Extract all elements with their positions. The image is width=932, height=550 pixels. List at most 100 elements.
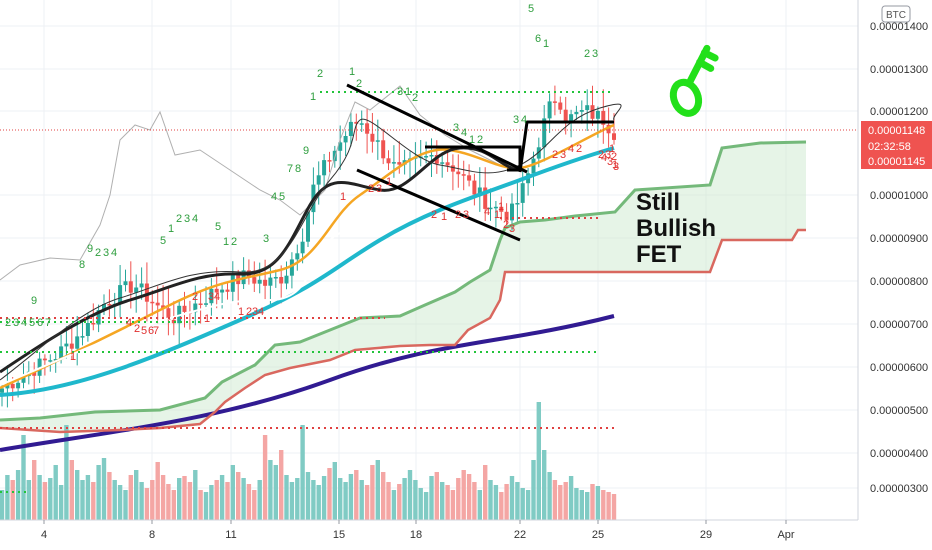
volume-bar: [327, 468, 332, 520]
y-tick-label: 0.00001200: [870, 106, 928, 118]
candle-body: [542, 118, 547, 148]
volume-bar: [488, 480, 493, 520]
volume-bar: [542, 450, 547, 520]
volume-bar: [246, 484, 252, 520]
seq-number-red: 4: [258, 306, 264, 318]
seq-number-green: 4: [111, 247, 117, 259]
cloud-upper-line: [0, 140, 807, 422]
x-tick-label: 25: [592, 529, 604, 541]
seq-number-green: 3: [397, 86, 403, 98]
volume-bar: [37, 475, 42, 520]
seq-number-red: 3: [605, 149, 611, 161]
volume-bar: [64, 425, 69, 520]
seq-number-green: 2: [317, 68, 323, 80]
seq-number-red: 3: [560, 149, 566, 161]
ema-white-line: [0, 224, 401, 386]
volume-bar: [364, 485, 370, 520]
volume-bar: [48, 478, 53, 520]
x-axis: 4 8 11 15 18 22 25 29 Apr: [0, 519, 858, 541]
volume-bar: [585, 492, 590, 520]
candle-body: [193, 303, 198, 313]
volume-bar: [75, 470, 80, 520]
seq-number-red: 2: [368, 183, 374, 195]
volume-bar: [42, 482, 48, 520]
candle-body: [424, 156, 429, 158]
x-tick-label: 15: [333, 529, 345, 541]
seq-number-red: 1: [70, 351, 76, 363]
volume-bar: [10, 480, 15, 520]
candle-body: [488, 207, 493, 210]
y-tick-label: 0.00000900: [870, 233, 928, 245]
current-price-label: 0.00001148: [868, 125, 925, 137]
volume-bar: [193, 470, 198, 520]
candle-body: [139, 283, 144, 288]
seq-number-red: 4: [214, 291, 220, 303]
seq-number-green: 3: [263, 233, 269, 245]
volume-bars: [0, 402, 617, 520]
volume-bar: [58, 485, 64, 520]
y-tick-label: 0.00000700: [870, 319, 928, 331]
candle-body: [268, 277, 273, 286]
volume-bar: [311, 480, 316, 520]
volume-bar: [112, 480, 117, 520]
candle-body: [155, 302, 160, 306]
volume-bar: [434, 472, 439, 520]
seq-number-red: 3: [613, 161, 619, 173]
volume-bar: [407, 470, 413, 520]
volume-bar: [429, 476, 434, 520]
volume-bar: [268, 460, 273, 520]
y-tick-label: 0.00000500: [870, 405, 928, 417]
volume-bar: [359, 480, 364, 520]
volume-bar: [381, 472, 386, 520]
seq-number-green: 4: [271, 191, 277, 203]
seq-number-green: 4: [192, 213, 198, 225]
volume-bar: [595, 486, 601, 520]
seq-number-red: 3: [509, 223, 515, 235]
volume-bar: [225, 482, 230, 520]
candle-body: [289, 259, 294, 276]
volume-bar: [155, 462, 160, 520]
volume-bar: [219, 475, 225, 520]
volume-bar: [348, 474, 354, 520]
candle-body: [144, 283, 149, 302]
seq-number-red: 2: [503, 219, 509, 231]
seq-number-red: 1: [238, 306, 244, 318]
volume-bar: [509, 476, 515, 520]
volume-bar: [69, 460, 74, 520]
volume-bar: [525, 490, 531, 520]
volume-bar: [262, 435, 268, 520]
seq-number-green: 8: [295, 163, 301, 175]
candle-body: [504, 211, 509, 221]
x-tick-label: 18: [410, 529, 422, 541]
candle-body: [569, 114, 574, 123]
volume-bar: [611, 494, 617, 520]
volume-bar: [343, 482, 348, 520]
seq-number-red: 2: [611, 151, 617, 163]
candle-body: [273, 277, 278, 279]
volume-bar: [461, 470, 466, 520]
candle-body: [450, 165, 455, 172]
volume-bar: [450, 490, 456, 520]
volume-bar: [547, 472, 552, 520]
candle-body: [595, 110, 600, 119]
candle-body: [370, 133, 375, 142]
candle-body: [263, 279, 268, 286]
candle-body: [48, 360, 53, 362]
candle-body: [220, 289, 225, 293]
candle-body: [123, 281, 128, 286]
seq-number-red: 1: [386, 176, 392, 188]
candle-body: [612, 133, 616, 140]
seq-number-green: 1: [543, 38, 549, 50]
volume-bar: [107, 472, 112, 520]
candle-body: [75, 336, 80, 349]
seq-number-green: 2: [95, 247, 101, 259]
volume-bar: [252, 490, 257, 520]
indicator-lines: [0, 85, 807, 452]
cloud-lower-line: [0, 228, 806, 434]
seq-number-green: 1: [168, 223, 174, 235]
x-tick-label: 4: [41, 529, 47, 541]
candle-body: [547, 101, 552, 119]
candle-body: [510, 203, 514, 221]
